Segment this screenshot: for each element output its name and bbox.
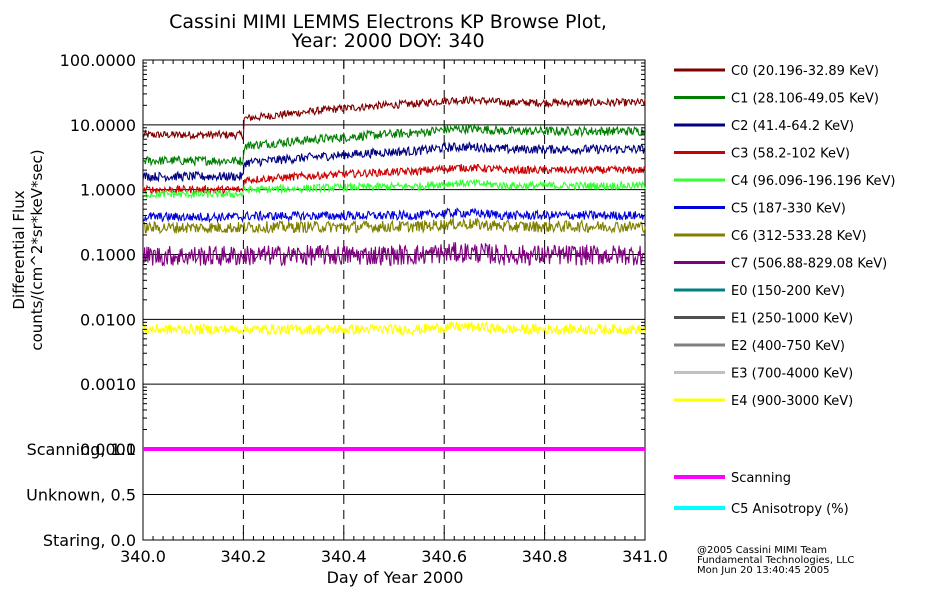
legend-label: C2 (41.4-64.2 KeV): [731, 119, 854, 134]
chart-subtitle: Year: 2000 DOY: 340: [290, 30, 484, 52]
series-line: [142, 321, 646, 337]
legend-label: C5 (187-330 KeV): [731, 202, 846, 217]
legend-label: E2 (400-750 KeV): [731, 339, 845, 354]
legend-label: C0 (20.196-32.89 KeV): [731, 64, 879, 79]
y-tick-label: 0.0001: [80, 440, 136, 459]
legend-label: C4 (96.096-196.196 KeV): [731, 174, 895, 189]
y-tick-label: 0.0010: [80, 375, 136, 394]
status-tick-label: Staring, 0.0: [43, 531, 136, 550]
y-tick-label: 100.0000: [60, 51, 136, 70]
x-tick-label: 340.0: [120, 547, 166, 566]
chart-title: Cassini MIMI LEMMS Electrons KP Browse P…: [169, 11, 607, 33]
legend-label: E0 (150-200 KeV): [731, 284, 845, 299]
series-line: [142, 123, 646, 168]
legend-label: C5 Anisotropy (%): [731, 502, 849, 517]
x-tick-label: 340.4: [321, 547, 367, 566]
footer-company: Fundamental Technologies, LLC: [697, 555, 855, 566]
series-line: [142, 207, 646, 224]
footer-timestamp: Mon Jun 20 13:40:45 2005: [697, 565, 830, 576]
x-tick-label: 340.8: [522, 547, 568, 566]
series-line: [142, 178, 646, 200]
x-tick-label: 340.6: [421, 547, 467, 566]
legend-label: C1 (28.106-49.05 KeV): [731, 92, 879, 107]
footer-credit: @2005 Cassini MIMI Team: [697, 545, 827, 556]
legend-label: C3 (58.2-102 KeV): [731, 147, 850, 162]
series-line: [142, 95, 646, 141]
legend-label: E1 (250-1000 KeV): [731, 312, 853, 327]
x-tick-label: 341.0: [622, 547, 668, 566]
series-line: [142, 140, 646, 183]
y-tick-label: 0.0100: [80, 310, 136, 329]
y-tick-label: 1.0000: [80, 181, 136, 200]
series-line: [142, 217, 646, 235]
y-axis-label: Differential Flux: [10, 190, 28, 309]
x-axis-label: Day of Year 2000: [327, 568, 464, 587]
legend-label: C6 (312-533.28 KeV): [731, 229, 867, 244]
y-tick-label: 10.0000: [70, 116, 136, 135]
status-tick-label: Unknown, 0.5: [26, 486, 136, 505]
legend-label: Scanning: [731, 471, 791, 486]
y-tick-label: 0.1000: [80, 246, 136, 265]
status-tick-label: Scanning, 1.0: [27, 440, 136, 459]
y-axis-label-units: counts/(cm^2*sr*keV*sec): [28, 149, 46, 350]
legend-label: E3 (700-4000 KeV): [731, 367, 853, 382]
x-tick-label: 340.2: [220, 547, 266, 566]
legend-label: E4 (900-3000 KeV): [731, 394, 853, 409]
series-line: [142, 242, 646, 267]
legend-label: C7 (506.88-829.08 KeV): [731, 257, 887, 272]
series-line: [142, 163, 646, 196]
